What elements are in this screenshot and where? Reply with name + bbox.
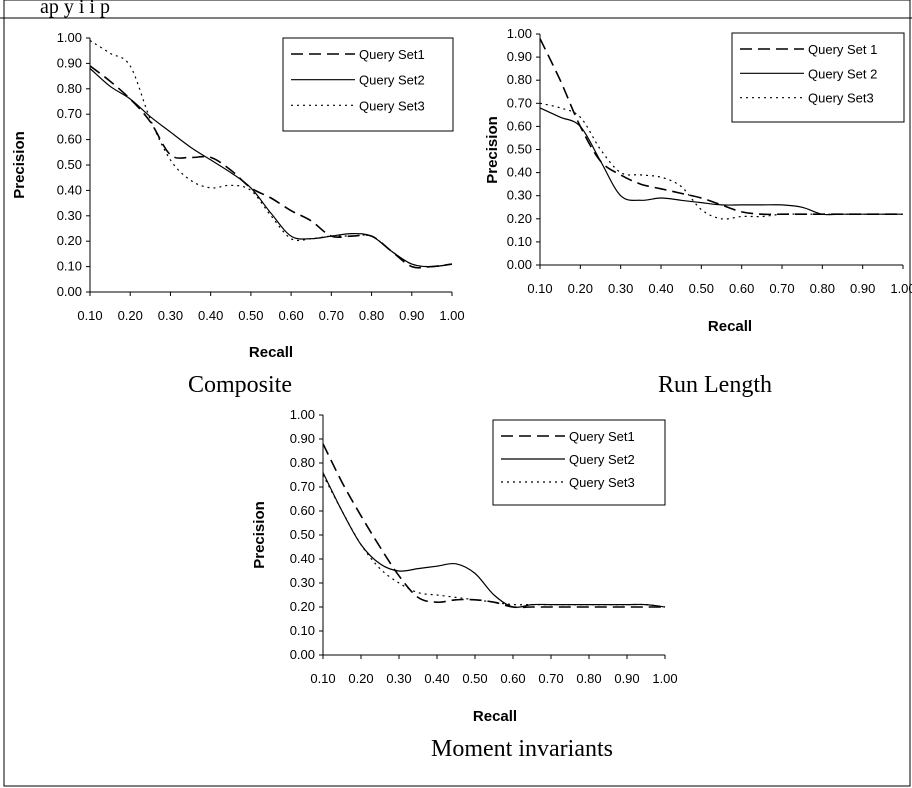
x-tick-label: 0.90 xyxy=(614,671,639,686)
y-tick-label: 0.30 xyxy=(290,575,315,590)
series-line-3 xyxy=(322,474,666,608)
x-tick-label: 0.20 xyxy=(118,308,143,323)
y-tick-label: 0.90 xyxy=(290,431,315,446)
y-tick-label: 0.40 xyxy=(57,182,82,197)
x-tick-label: 0.50 xyxy=(689,281,714,296)
x-tick-label: 0.30 xyxy=(386,671,411,686)
header-fragment: ap y i i p xyxy=(40,0,110,18)
y-tick-label: 0.90 xyxy=(57,55,82,70)
chart-run-length: 0.00 0.10 0.20 0.30 0.40 0.50 0.60 0.70 0.80 0.90… xyxy=(484,26,912,398)
x-tick-label: 0.80 xyxy=(576,671,601,686)
x-tick-label: 0.50 xyxy=(238,308,263,323)
y-tick-label: 0.00 xyxy=(507,257,532,272)
x-tick-label: 0.50 xyxy=(462,671,487,686)
y-tick-label: 0.50 xyxy=(57,157,82,172)
x-tick-label: 0.40 xyxy=(424,671,449,686)
x-tick-label: 0.60 xyxy=(278,308,303,323)
x-axis-label: Recall xyxy=(249,344,293,361)
series-line-2 xyxy=(539,107,903,216)
y-tick-label: 0.70 xyxy=(57,106,82,121)
legend-label-3: Query Set3 xyxy=(569,475,635,490)
legend-label-2: Query Set2 xyxy=(569,452,635,467)
legend-label-3: Query Set3 xyxy=(359,98,425,113)
x-tick-label: 0.90 xyxy=(850,281,875,296)
series-line-1 xyxy=(322,443,665,609)
x-tick-label: 0.70 xyxy=(769,281,794,296)
series-line-2 xyxy=(89,68,453,268)
legend-label-1: Query Set 1 xyxy=(808,42,877,57)
y-tick-label: 0.00 xyxy=(290,647,315,662)
legend-label-1: Query Set1 xyxy=(569,429,635,444)
y-axis-label: Precision xyxy=(484,116,501,184)
y-tick-label: 0.10 xyxy=(290,623,315,638)
y-tick-label: 0.00 xyxy=(57,284,82,299)
y-axis-label: Precision xyxy=(251,501,268,569)
series-line-1 xyxy=(89,65,453,269)
y-tick-label: 0.40 xyxy=(290,551,315,566)
y-tick-label: 0.80 xyxy=(57,81,82,96)
y-tick-label: 0.20 xyxy=(507,211,532,226)
y-tick-label: 0.60 xyxy=(507,118,532,133)
y-tick-label: 1.00 xyxy=(507,26,532,41)
y-tick-label: 0.70 xyxy=(507,95,532,110)
x-tick-label: 0.80 xyxy=(810,281,835,296)
x-tick-label: 0.10 xyxy=(77,308,102,323)
x-tick-label: 0.60 xyxy=(500,671,525,686)
y-tick-label: 0.80 xyxy=(507,72,532,87)
y-tick-label: 0.30 xyxy=(507,188,532,203)
series-line-3 xyxy=(539,102,903,220)
x-axis-label: Recall xyxy=(708,318,752,335)
chart-caption: Composite xyxy=(188,372,292,398)
x-tick-label: 1.00 xyxy=(652,671,677,686)
chart-moment-invariants: 0.00 0.10 0.20 0.30 0.40 0.50 0.60 0.70 0.80 0.90… xyxy=(251,407,678,762)
x-tick-label: 0.10 xyxy=(527,281,552,296)
y-tick-label: 0.70 xyxy=(290,479,315,494)
legend-label-2: Query Set2 xyxy=(359,73,425,88)
x-tick-label: 0.20 xyxy=(568,281,593,296)
legend-box xyxy=(731,32,905,123)
x-tick-label: 0.70 xyxy=(319,308,344,323)
x-tick-label: 0.30 xyxy=(158,308,183,323)
legend-box xyxy=(492,419,666,506)
legend-label-1: Query Set1 xyxy=(359,47,425,62)
legend-label-3: Query Set3 xyxy=(808,91,874,106)
y-tick-label: 0.10 xyxy=(57,259,82,274)
y-tick-label: 1.00 xyxy=(290,407,315,422)
y-tick-label: 0.10 xyxy=(507,234,532,249)
x-tick-label: 0.30 xyxy=(608,281,633,296)
legend-label-2: Query Set 2 xyxy=(808,66,877,81)
x-tick-label: 1.00 xyxy=(439,308,464,323)
y-tick-label: 0.60 xyxy=(57,132,82,147)
x-tick-label: 0.60 xyxy=(729,281,754,296)
x-tick-label: 0.20 xyxy=(348,671,373,686)
x-tick-label: 1.00 xyxy=(890,281,912,296)
x-tick-label: 0.80 xyxy=(359,308,384,323)
y-tick-label: 0.80 xyxy=(290,455,315,470)
x-tick-label: 0.40 xyxy=(648,281,673,296)
chart-caption: Run Length xyxy=(658,372,772,398)
y-tick-label: 1.00 xyxy=(57,30,82,45)
y-tick-label: 0.90 xyxy=(507,49,532,64)
x-axis-label: Recall xyxy=(473,708,517,725)
y-tick-label: 0.50 xyxy=(290,527,315,542)
x-tick-label: 0.10 xyxy=(310,671,335,686)
y-axis-label: Precision xyxy=(11,131,28,199)
chart-caption: Moment invariants xyxy=(431,736,613,762)
y-tick-label: 0.60 xyxy=(290,503,315,518)
y-tick-label: 0.50 xyxy=(507,142,532,157)
chart-composite: 0.00 0.10 0.20 0.30 0.40 0.50 0.60 0.70 0.80 0.90… xyxy=(11,30,465,398)
series-line-2 xyxy=(322,472,666,608)
y-tick-label: 0.20 xyxy=(57,233,82,248)
x-tick-label: 0.40 xyxy=(198,308,223,323)
y-tick-label: 0.30 xyxy=(57,208,82,223)
x-tick-label: 0.90 xyxy=(399,308,424,323)
y-tick-label: 0.40 xyxy=(507,165,532,180)
y-tick-label: 0.20 xyxy=(290,599,315,614)
x-tick-label: 0.70 xyxy=(538,671,563,686)
